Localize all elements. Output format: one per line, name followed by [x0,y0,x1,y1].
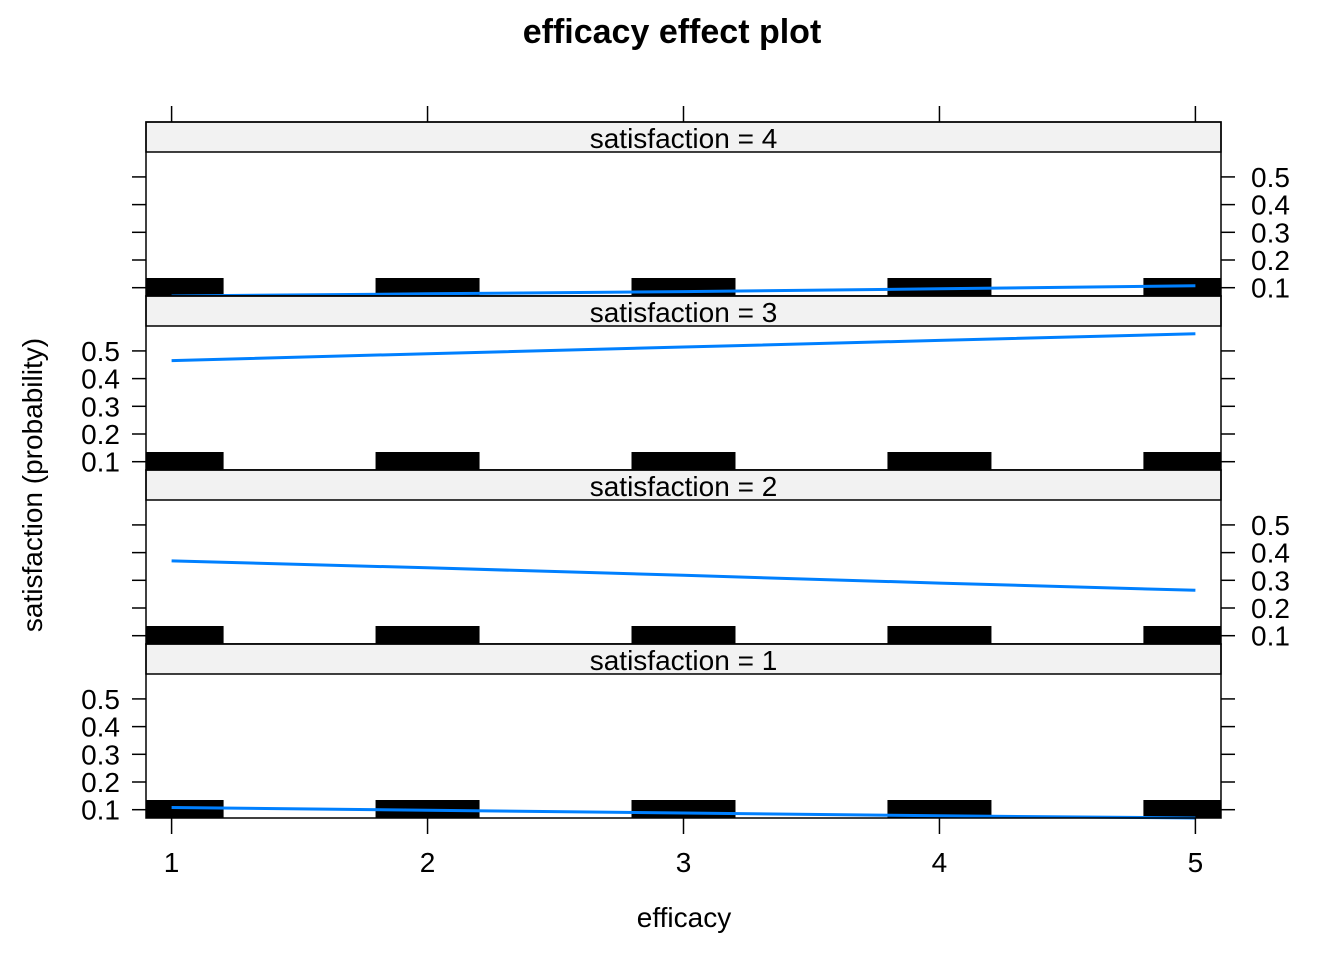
effect-line-satisfaction-2 [171,559,1196,592]
rug-mark [375,626,480,644]
x-axis: 1 2 3 4 5 [164,106,1203,878]
panel-satisfaction-4: satisfaction = 4 0.10.20.30.40.5 [132,121,1290,304]
y-tick-label: 0.4 [1251,190,1290,221]
y-tick-label: 0.1 [81,795,120,826]
x-axis-label: efficacy [637,902,731,933]
effect-line-satisfaction-4 [171,284,1196,298]
rug-mark [887,626,992,644]
rug-mark [887,278,992,296]
y-tick-label: 0.4 [81,364,120,395]
rug-mark [375,452,480,470]
y-tick-label: 0.3 [1251,217,1290,248]
y-axis-label: satisfaction (probability) [17,338,48,632]
rug-mark [631,452,736,470]
panels-group: satisfaction = 40.10.20.30.40.5satisfact… [81,121,1290,826]
strip-label: satisfaction = 3 [590,297,778,328]
rug-mark [1143,452,1221,470]
x-tick-label: 4 [932,847,948,878]
y-tick-label: 0.5 [81,336,120,367]
rug-mark [887,452,992,470]
effect-line-satisfaction-3 [171,332,1196,363]
effect-line-satisfaction-1 [171,806,1196,820]
y-tick-label: 0.5 [81,684,120,715]
y-tick-label: 0.3 [1251,565,1290,596]
y-tick-label: 0.2 [1251,593,1290,624]
rug-mark [146,626,224,644]
y-tick-label: 0.1 [81,447,120,478]
y-tick-label: 0.2 [1251,245,1290,276]
rug-mark [146,278,224,296]
y-tick-label: 0.1 [1251,273,1290,304]
strip-label: satisfaction = 4 [590,123,778,154]
rug-mark [1143,626,1221,644]
y-tick-label: 0.5 [1251,510,1290,541]
y-tick-label: 0.1 [1251,621,1290,652]
rug-mark [631,626,736,644]
y-tick-label: 0.2 [81,767,120,798]
y-tick-label: 0.3 [81,739,120,770]
x-tick-label: 5 [1188,847,1204,878]
strip-background [145,295,1222,327]
x-tick-label: 1 [164,847,180,878]
x-tick-label: 3 [676,847,692,878]
rug-mark [1143,800,1221,818]
panel-satisfaction-1: satisfaction = 1 0.10.20.30.40.5 [81,643,1235,826]
rug-mark [887,800,992,818]
strip-background [145,469,1222,501]
chart-title: efficacy effect plot [523,13,822,51]
y-tick-label: 0.2 [81,419,120,450]
y-tick-label: 0.5 [1251,162,1290,193]
rug-mark [146,452,224,470]
rug-mark [375,278,480,296]
y-tick-label: 0.4 [81,712,120,743]
x-tick-label: 2 [420,847,436,878]
y-tick-label: 0.3 [81,391,120,422]
y-tick-label: 0.4 [1251,538,1290,569]
strip-label: satisfaction = 1 [590,645,778,676]
panel-satisfaction-3: satisfaction = 3 0.10.20.30.40.5 [81,295,1235,478]
panel-satisfaction-2: satisfaction = 2 0.10.20.30.40.5 [132,469,1290,652]
strip-label: satisfaction = 2 [590,471,778,502]
rug-mark [631,800,736,818]
